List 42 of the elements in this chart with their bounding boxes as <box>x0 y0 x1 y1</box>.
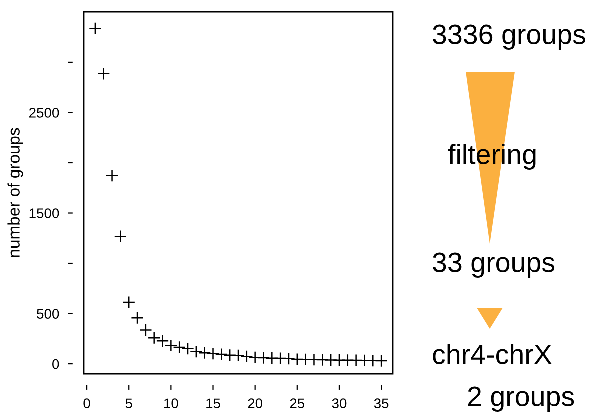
point <box>164 339 178 352</box>
point <box>89 22 102 36</box>
point <box>173 341 186 354</box>
x-tick-label: 15 <box>206 398 220 409</box>
text: 2 groups <box>468 386 574 412</box>
x-tick-label: 5 <box>126 398 132 409</box>
text: 3336 groups <box>433 24 586 50</box>
point <box>266 352 279 365</box>
point <box>282 352 296 366</box>
point <box>106 169 119 182</box>
text: chr4-chrX <box>433 344 552 364</box>
point <box>366 354 380 368</box>
y-tick-label: 1500 <box>30 208 60 218</box>
x-tick-label: 10 <box>164 398 178 409</box>
point <box>190 345 203 358</box>
y-tick-label: 2500 <box>30 108 60 118</box>
x-tick-label: 0 <box>84 398 90 409</box>
point <box>375 354 388 368</box>
x-tick-label: 35 <box>374 398 389 409</box>
point <box>140 324 152 337</box>
point <box>333 354 346 367</box>
point <box>198 346 212 360</box>
y-axis-title: number of groups <box>8 128 24 258</box>
x-tick-label: 20 <box>248 398 263 409</box>
y-tick-label: 0 <box>52 359 60 370</box>
text: 33 groups <box>433 252 555 278</box>
point <box>122 296 136 309</box>
point <box>156 334 170 348</box>
point <box>308 353 321 366</box>
point <box>232 349 245 362</box>
point <box>131 312 144 325</box>
point <box>114 230 128 244</box>
y-tick-label: 500 <box>37 309 60 319</box>
x-tick-label: 30 <box>332 398 347 409</box>
point <box>240 350 254 364</box>
x-tick-label: 25 <box>290 398 305 409</box>
point <box>97 67 110 80</box>
point <box>206 347 220 360</box>
point <box>248 351 262 364</box>
point <box>148 332 161 345</box>
point <box>215 348 228 361</box>
point <box>182 342 194 356</box>
